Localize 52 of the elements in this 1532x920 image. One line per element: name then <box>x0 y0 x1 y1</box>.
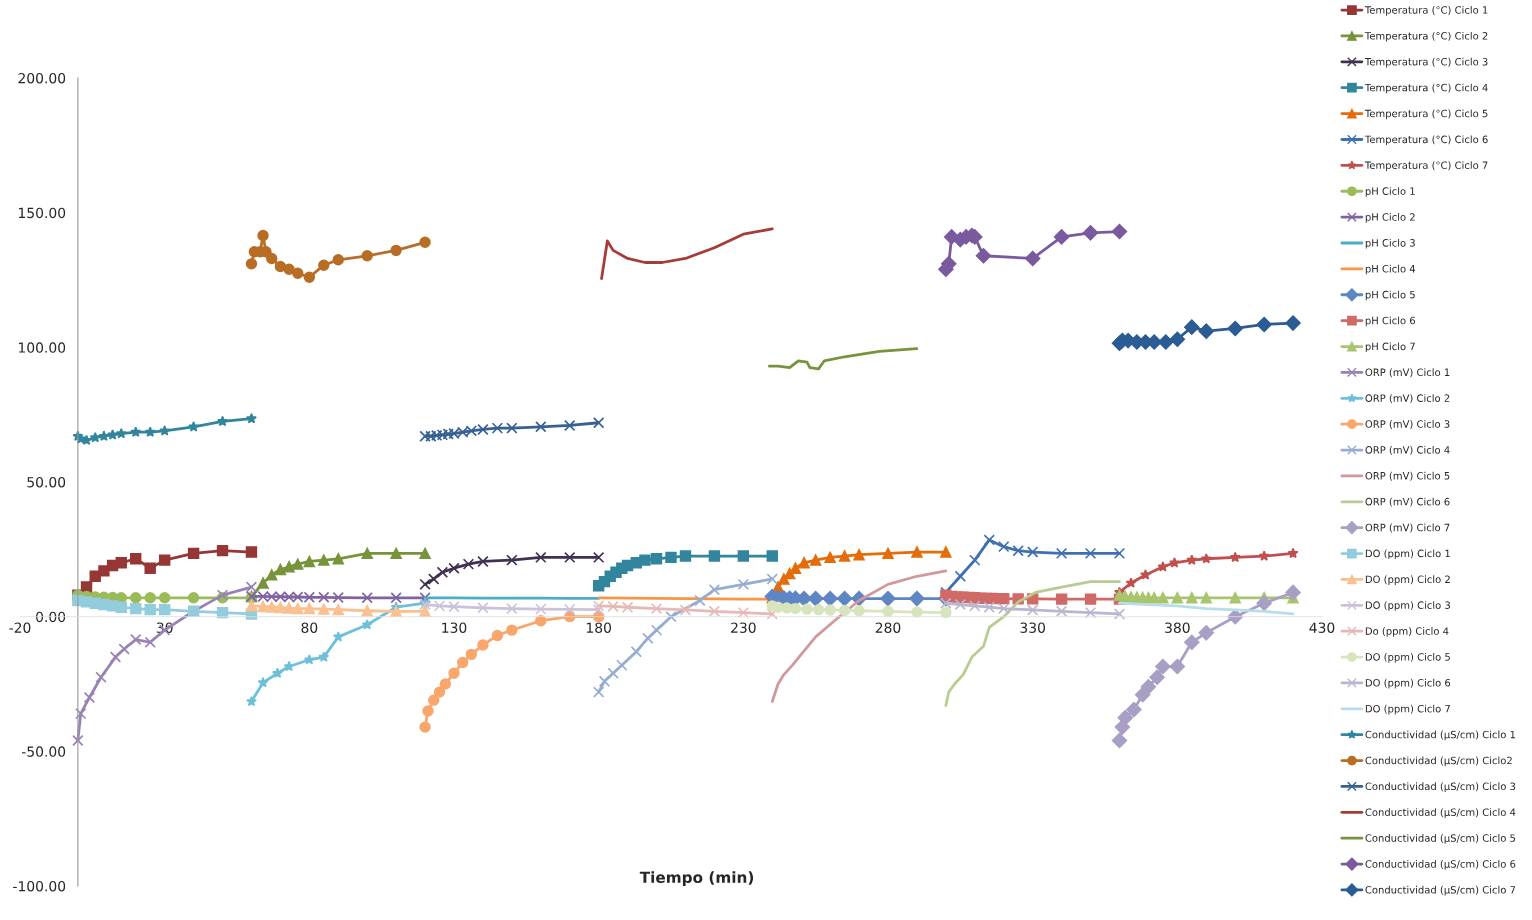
legend-label: Temperatura (°C) Ciclo 6 <box>1364 135 1488 146</box>
y-tick-label: -100.00 <box>13 880 66 892</box>
y-tick-label: 0.00 <box>36 611 66 623</box>
legend-label: Conductividad (µS/cm) Ciclo 3 <box>1365 782 1516 793</box>
legend-label: Temperatura (°C) Ciclo 1 <box>1364 6 1488 16</box>
legend-label: Conductividad (µS/cm) Ciclo2 <box>1365 756 1512 767</box>
legend-label: ORP (mV) Ciclo 2 <box>1365 394 1450 404</box>
legend-label: ORP (mV) Ciclo 5 <box>1365 471 1450 481</box>
legend-label: Do (ppm) Ciclo 4 <box>1365 627 1449 637</box>
legend-label: DO (ppm) Ciclo 2 <box>1365 575 1450 585</box>
legend-label: pH Ciclo 5 <box>1365 290 1415 301</box>
legend-label: pH Ciclo 4 <box>1365 264 1416 275</box>
y-tick-label: 50.00 <box>27 476 66 488</box>
legend-label: Temperatura (°C) Ciclo 5 <box>1364 109 1488 120</box>
legend-label: ORP (mV) Ciclo 1 <box>1365 368 1450 378</box>
y-tick-label: 100.00 <box>18 342 66 353</box>
legend-label: DO (ppm) Ciclo 3 <box>1365 601 1450 611</box>
legend-label: ORP (mV) Ciclo 7 <box>1365 523 1450 533</box>
legend-label: pH Ciclo 7 <box>1365 342 1415 353</box>
x-tick-label: -20 <box>9 622 31 633</box>
legend-label: Conductividad (µS/cm) Ciclo 1 <box>1365 730 1515 741</box>
legend-label: pH Ciclo 3 <box>1365 238 1415 249</box>
legend-label: DO (ppm) Ciclo 6 <box>1365 678 1451 689</box>
legend-label: DO (ppm) Ciclo 1 <box>1365 549 1450 560</box>
legend-label: DO (ppm) Ciclo 5 <box>1365 652 1450 663</box>
legend-label: Conductividad (µS/cm) Ciclo 4 <box>1365 808 1516 818</box>
x-tick-label: 230 <box>731 622 756 633</box>
legend-label: Temperatura (°C) Ciclo 4 <box>1364 83 1488 94</box>
x-tick-label: 180 <box>586 622 611 633</box>
y-tick-label: 200.00 <box>18 72 66 84</box>
x-tick-label: 380 <box>1165 622 1190 633</box>
legend-label: Conductividad (µS/cm) Ciclo 7 <box>1365 885 1516 896</box>
legend-label: pH Ciclo 2 <box>1365 213 1415 223</box>
legend-label: Temperatura (°C) Ciclo 2 <box>1364 31 1488 42</box>
legend-label: Conductividad (µS/cm) Ciclo 6 <box>1365 859 1516 870</box>
x-tick-label: 330 <box>1020 622 1045 633</box>
legend-label: Conductividad (µS/cm) Ciclo 5 <box>1365 834 1516 844</box>
x-tick-label: 430 <box>1309 622 1335 633</box>
x-tick-label: 130 <box>442 622 467 633</box>
legend-label: Temperatura (°C) Ciclo 3 <box>1364 57 1488 68</box>
legend-label: DO (ppm) Ciclo 7 <box>1365 704 1450 715</box>
legend-label: ORP (mV) Ciclo 3 <box>1365 420 1450 429</box>
legend-label: pH Ciclo 1 <box>1365 187 1415 197</box>
x-tick-label: 280 <box>875 622 901 633</box>
legend-label: ORP (mV) Ciclo 4 <box>1365 445 1450 455</box>
y-tick-label: 150.00 <box>18 207 66 219</box>
y-tick-label: -50.00 <box>21 746 66 757</box>
x-axis-title: Tiempo (min) <box>639 871 754 886</box>
x-tick-label: 80 <box>301 622 318 633</box>
legend-label: ORP (mV) Ciclo 6 <box>1365 497 1450 507</box>
legend-label: pH Ciclo 6 <box>1365 316 1416 327</box>
legend-label: Temperatura (°C) Ciclo 7 <box>1364 161 1488 171</box>
